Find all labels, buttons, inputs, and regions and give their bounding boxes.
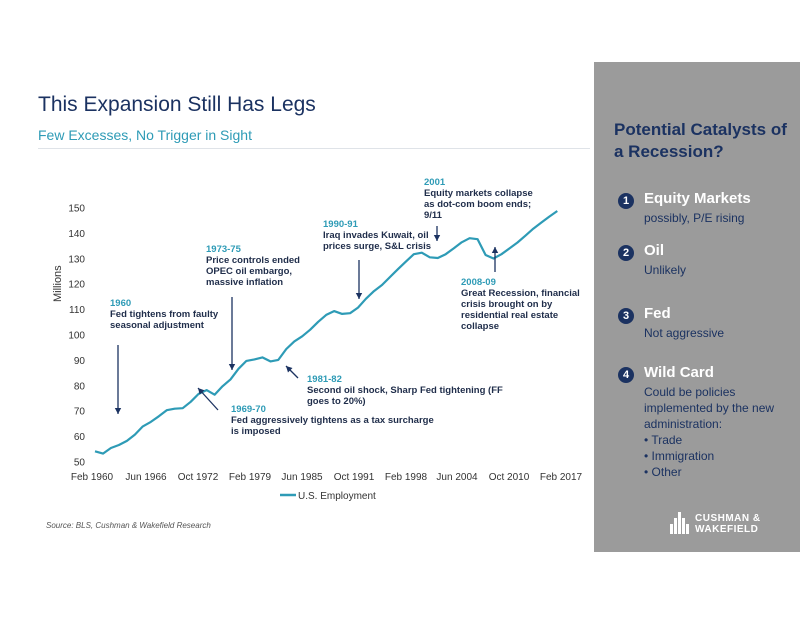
annotation-text: Fed tightens from faulty bbox=[110, 309, 219, 320]
annotation-year: 1990-91 bbox=[323, 219, 359, 230]
catalyst-name: Fed bbox=[644, 305, 671, 322]
x-tick-label: Jun 1985 bbox=[281, 472, 323, 483]
annotation-text: massive inflation bbox=[206, 277, 283, 288]
x-tick-label: Feb 1979 bbox=[229, 472, 272, 483]
arrowhead bbox=[286, 366, 293, 373]
annotation-text: Equity markets collapse bbox=[424, 188, 533, 199]
catalyst-name: Equity Markets bbox=[644, 190, 751, 207]
x-tick-label: Feb 1960 bbox=[71, 472, 114, 483]
y-tick-label: 50 bbox=[74, 458, 86, 469]
bullet-item: Other bbox=[644, 464, 714, 480]
x-tick-label: Oct 2010 bbox=[489, 472, 530, 483]
cushman-wakefield-logo: CUSHMAN & WAKEFIELD bbox=[670, 511, 790, 537]
annotation-year: 2008-09 bbox=[461, 277, 496, 288]
annotation-year: 1969-70 bbox=[231, 404, 266, 415]
y-tick-label: 120 bbox=[68, 280, 85, 291]
arrowhead bbox=[355, 293, 363, 299]
arrowhead bbox=[114, 408, 122, 414]
annotation-text: seasonal adjustment bbox=[110, 320, 205, 331]
annotation-text: residential real estate bbox=[461, 310, 558, 321]
bullet-item: Trade bbox=[644, 432, 714, 448]
arrowhead bbox=[198, 388, 205, 395]
bullet-item: Immigration bbox=[644, 448, 715, 464]
y-tick-label: 80 bbox=[74, 381, 86, 392]
annotation-year: 1973-75 bbox=[206, 244, 242, 255]
page-subtitle: Few Excesses, No Trigger in Sight bbox=[38, 127, 252, 143]
annotation-text: crisis brought on by bbox=[461, 299, 553, 310]
arrowhead bbox=[228, 364, 236, 370]
y-tick-label: 110 bbox=[69, 305, 85, 316]
panel-title: Potential Catalysts of a Recession? bbox=[614, 120, 787, 161]
catalyst-desc: possibly, P/E rising bbox=[644, 211, 745, 225]
logo-text: CUSHMAN & WAKEFIELD bbox=[695, 513, 761, 535]
annotation-text: is imposed bbox=[231, 426, 281, 437]
employment-line-chart: 50 60 70 80 90 100 110 120 130 140 150 Feb 1960 Jun … bbox=[68, 177, 583, 502]
arrowhead bbox=[433, 235, 441, 241]
y-tick-label: 60 bbox=[74, 432, 86, 443]
catalyst-name: Oil bbox=[644, 242, 665, 259]
catalyst-desc: Unlikely bbox=[644, 263, 687, 277]
catalyst-desc: Could be policies implemented by the new… bbox=[644, 385, 775, 431]
number-badge: 1 bbox=[618, 193, 634, 209]
annotation-text: Fed aggressively tightens as a tax surch… bbox=[231, 415, 434, 426]
x-tick-label: Oct 1991 bbox=[334, 472, 375, 483]
number-badge: 3 bbox=[618, 308, 634, 324]
x-tick-label: Jun 1966 bbox=[125, 472, 167, 483]
x-tick-label: Feb 1998 bbox=[385, 472, 428, 483]
y-tick-label: 130 bbox=[68, 254, 85, 265]
x-tick-label: Oct 1972 bbox=[178, 472, 219, 483]
annotation-text: Iraq invades Kuwait, oil bbox=[323, 230, 429, 241]
annotation-text: prices surge, S&L crisis bbox=[323, 241, 431, 252]
x-tick-label: Jun 2004 bbox=[436, 472, 478, 483]
catalysts-panel: Potential Catalysts of a Recession? 1 Eq… bbox=[594, 62, 800, 552]
y-axis-label: Millions bbox=[52, 265, 64, 302]
x-tick-label: Feb 2017 bbox=[540, 472, 583, 483]
page-title: This Expansion Still Has Legs bbox=[38, 93, 316, 116]
annotation-text: goes to 20%) bbox=[307, 396, 366, 407]
annotation-text: 9/11 bbox=[424, 210, 443, 221]
annotation-text: Price controls ended bbox=[206, 255, 300, 266]
source-note: Source: BLS, Cushman & Wakefield Researc… bbox=[46, 521, 211, 530]
number-badge: 2 bbox=[618, 245, 634, 261]
y-tick-label: 150 bbox=[68, 204, 85, 215]
title-divider bbox=[38, 148, 590, 149]
annotation-text: OPEC oil embargo, bbox=[206, 266, 292, 277]
number-badge: 4 bbox=[618, 367, 634, 383]
y-tick-label: 90 bbox=[74, 356, 86, 367]
annotation-text: Great Recession, financial bbox=[461, 288, 580, 299]
annotation-year: 1981-82 bbox=[307, 374, 342, 385]
y-tick-label: 100 bbox=[68, 331, 85, 342]
annotation-year: 1960 bbox=[110, 298, 131, 309]
arrowhead bbox=[491, 247, 499, 253]
catalyst-name: Wild Card bbox=[644, 364, 714, 381]
annotation-text: Second oil shock, Sharp Fed tightening (… bbox=[307, 385, 503, 396]
building-bars-icon bbox=[670, 512, 690, 534]
legend-label: U.S. Employment bbox=[298, 491, 376, 502]
y-tick-label: 70 bbox=[74, 407, 86, 418]
catalyst-bullet-list: Trade Immigration Other bbox=[644, 432, 714, 480]
y-tick-label: 140 bbox=[68, 229, 85, 240]
annotation-text: as dot-com boom ends; bbox=[424, 199, 531, 210]
catalyst-desc: Not aggressive bbox=[644, 326, 725, 340]
annotation-text: collapse bbox=[461, 321, 499, 332]
annotation-year: 2001 bbox=[424, 177, 446, 188]
series-line-us-employment bbox=[94, 210, 558, 455]
